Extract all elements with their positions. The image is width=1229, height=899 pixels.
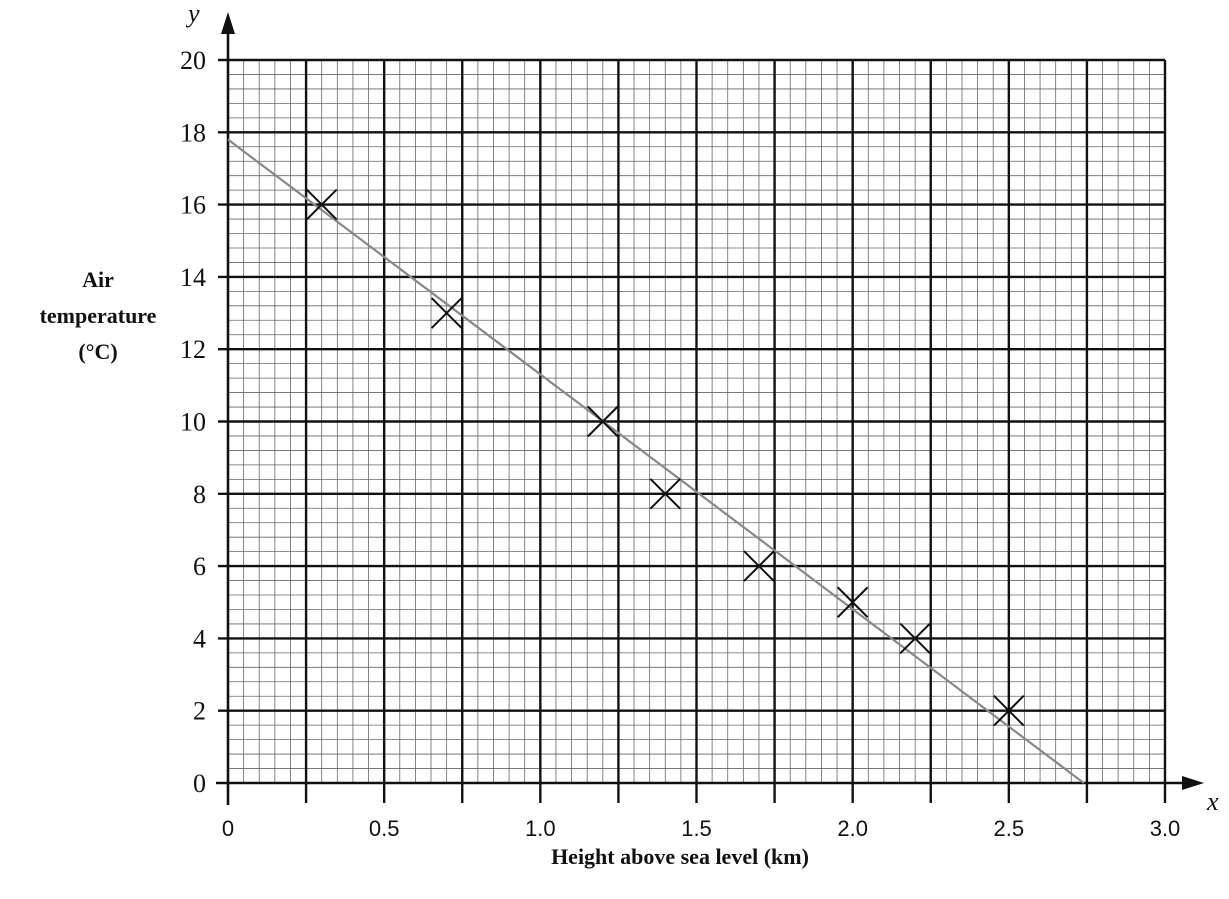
y-tick-label: 14: [180, 263, 206, 292]
x-tick-label: 1.0: [525, 816, 556, 841]
y-tick-label: 10: [180, 408, 206, 437]
data-point-cross: [587, 405, 619, 438]
data-point-cross: [305, 188, 338, 221]
cross-stroke: [993, 694, 1025, 727]
cross-stroke: [305, 188, 338, 221]
x-tick-label: 2.0: [837, 816, 868, 841]
y-axis-title-line-3: (°C): [78, 339, 117, 364]
x-axis-title: Height above sea level (km): [551, 844, 809, 869]
cross-stroke: [430, 297, 463, 329]
x-tick-label: 0.5: [369, 816, 400, 841]
x-axis-arrowhead: [1182, 776, 1204, 790]
major-grid: [218, 58, 1167, 803]
y-tick-label: 16: [180, 191, 206, 220]
data-point-cross: [649, 478, 681, 510]
tick-labels: 0 2 4 6 8 10 12 14 16 18 20 0 0.5 1.0 1.5 2.0 2.5 3.0: [180, 46, 1180, 841]
data-point-cross: [743, 550, 775, 582]
x-tick-label: 0: [222, 816, 234, 841]
x-axis-letter: x: [1206, 787, 1219, 816]
y-tick-label: 8: [193, 480, 206, 509]
best-fit-line: [227, 138, 1085, 784]
y-tick-label: 12: [180, 335, 206, 364]
y-tick-label: 4: [193, 624, 206, 653]
y-axis-title-line-2: temperature: [40, 303, 157, 328]
x-tick-label: 3.0: [1150, 816, 1181, 841]
y-axis-title-line-1: Air: [82, 267, 114, 292]
y-tick-label: 6: [193, 552, 206, 581]
cross-stroke: [836, 586, 869, 618]
cross-stroke: [587, 405, 619, 438]
cross-stroke: [649, 478, 681, 510]
data-points: [305, 188, 1025, 727]
axes: [216, 12, 1204, 805]
y-tick-label: 2: [193, 697, 206, 726]
best-fit-line-group: [227, 138, 1085, 784]
x-tick-label: 2.5: [994, 816, 1025, 841]
cross-stroke: [899, 622, 931, 655]
data-point-cross: [836, 586, 869, 618]
y-tick-label: 18: [180, 118, 206, 147]
y-axis-letter: y: [185, 0, 200, 28]
data-point-cross: [899, 622, 931, 655]
data-point-cross: [993, 694, 1025, 727]
data-point-cross: [430, 297, 463, 329]
y-tick-label: 20: [180, 46, 206, 75]
y-axis-arrowhead: [221, 12, 235, 34]
x-tick-label: 1.5: [681, 816, 712, 841]
cross-stroke: [743, 550, 775, 582]
y-tick-label: 0: [193, 769, 206, 798]
